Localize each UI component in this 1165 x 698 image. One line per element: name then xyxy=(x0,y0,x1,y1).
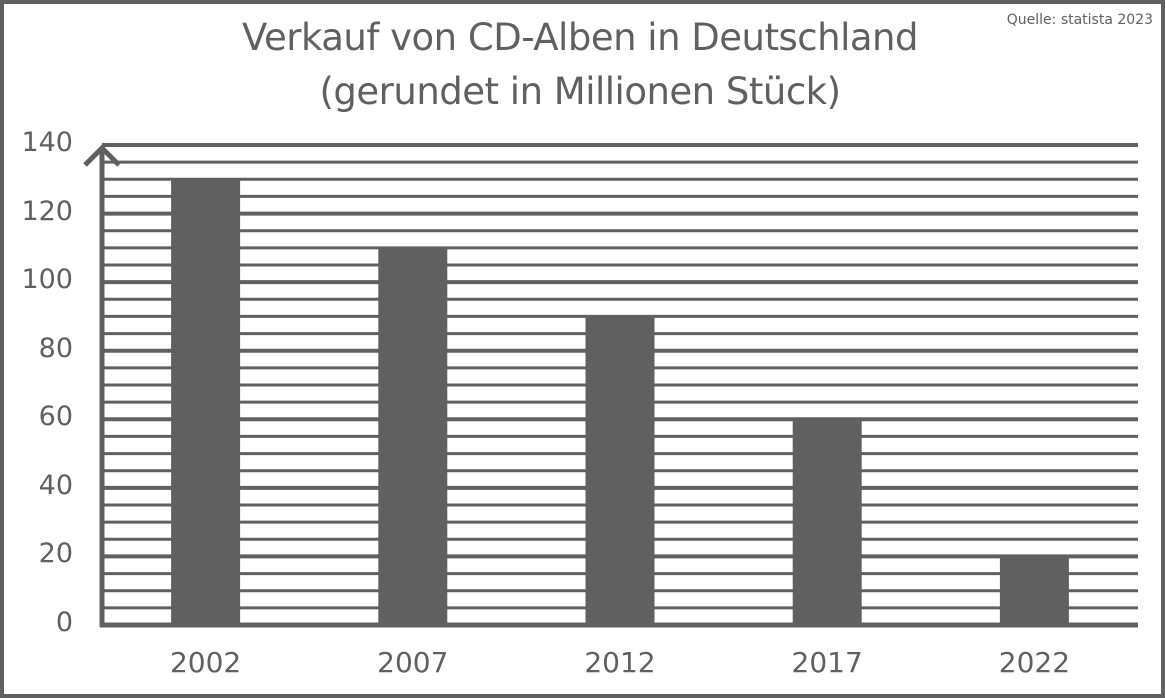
y-tick-label: 100 xyxy=(21,264,73,296)
y-tick-label: 80 xyxy=(38,332,73,364)
x-tick-label: 2012 xyxy=(584,646,656,679)
x-tick-label: 2017 xyxy=(791,646,863,679)
chart-subtitle: (gerundet in Millionen Stück) xyxy=(319,70,841,113)
y-tick-label: 0 xyxy=(55,607,73,638)
bar-2022 xyxy=(999,556,1069,625)
y-tick-label: 120 xyxy=(21,195,73,227)
y-tick-label: 140 xyxy=(21,127,73,158)
bar-2012 xyxy=(585,316,655,625)
y-tick-label: 20 xyxy=(38,538,73,570)
y-axis-arrow-icon xyxy=(83,144,121,167)
y-tick-label: 40 xyxy=(38,469,73,501)
y-tick-label: 60 xyxy=(38,401,73,433)
bar-2017 xyxy=(792,419,862,625)
x-tick-label: 2002 xyxy=(169,646,242,679)
bar-2002 xyxy=(171,179,241,626)
bar-2007 xyxy=(378,247,448,625)
x-tick-label: 2022 xyxy=(998,646,1071,679)
source-note: Quelle: statista 2023 xyxy=(1006,12,1153,28)
x-tick-label: 2007 xyxy=(377,646,449,679)
chart-title: Verkauf von CD-Alben in Deutschland xyxy=(242,16,918,59)
